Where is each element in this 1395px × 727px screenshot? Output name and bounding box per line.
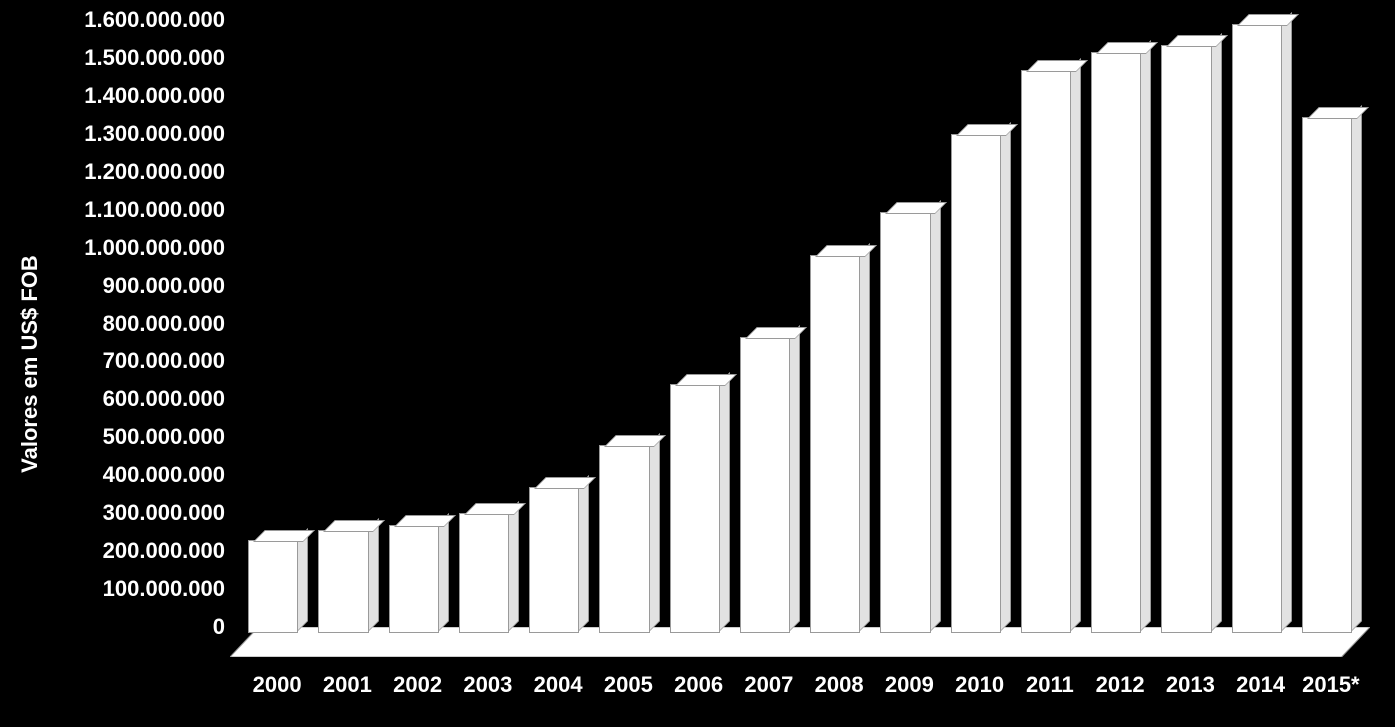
bar bbox=[740, 339, 798, 633]
y-tick-label: 0 bbox=[213, 614, 225, 640]
bar-front-face bbox=[459, 513, 509, 633]
bar-slot bbox=[951, 20, 1009, 627]
bar bbox=[459, 515, 517, 633]
bar bbox=[1021, 72, 1079, 633]
plot-area bbox=[230, 20, 1370, 657]
y-axis-ticks: 0 100.000.000 200.000.000 300.000.000 400.00… bbox=[55, 20, 225, 657]
y-tick-label: 200.000.000 bbox=[103, 538, 225, 564]
bar-front-face bbox=[599, 445, 649, 633]
bar-slot bbox=[810, 20, 868, 627]
bar-slot bbox=[880, 20, 938, 627]
bar-front-face bbox=[389, 525, 439, 633]
bar-front-face bbox=[1161, 45, 1211, 633]
bar bbox=[951, 136, 1009, 633]
bar bbox=[318, 532, 376, 633]
x-tick-label: 2011 bbox=[1021, 672, 1079, 712]
x-tick-label: 2012 bbox=[1091, 672, 1149, 712]
y-axis-title: Valores em US$ FOB bbox=[17, 255, 43, 473]
y-tick-label: 600.000.000 bbox=[103, 386, 225, 412]
x-tick-label: 2007 bbox=[740, 672, 798, 712]
bar bbox=[1161, 47, 1219, 633]
bar bbox=[670, 386, 728, 633]
bar-front-face bbox=[1232, 24, 1282, 633]
bar-slot bbox=[1232, 20, 1290, 627]
bar-slot bbox=[599, 20, 657, 627]
bar-front-face bbox=[810, 255, 860, 633]
y-tick-label: 400.000.000 bbox=[103, 462, 225, 488]
x-axis-labels: 2000 2001 2002 2003 2004 2005 2006 2007 2008 2009… bbox=[248, 672, 1360, 712]
bar bbox=[880, 214, 938, 633]
bar bbox=[1302, 119, 1360, 633]
bar-front-face bbox=[318, 530, 368, 633]
bar-slot bbox=[1021, 20, 1079, 627]
y-tick-label: 1.400.000.000 bbox=[84, 83, 225, 109]
x-tick-label: 2015* bbox=[1302, 672, 1360, 712]
bar bbox=[810, 257, 868, 633]
bar bbox=[529, 489, 587, 633]
y-tick-label: 100.000.000 bbox=[103, 576, 225, 602]
y-tick-label: 1.000.000.000 bbox=[84, 235, 225, 261]
bar-slot bbox=[389, 20, 447, 627]
bar bbox=[389, 527, 447, 633]
bar-front-face bbox=[1302, 117, 1352, 633]
x-tick-label: 2010 bbox=[951, 672, 1009, 712]
y-tick-label: 1.600.000.000 bbox=[84, 7, 225, 33]
bar-front-face bbox=[670, 384, 720, 633]
y-tick-label: 1.200.000.000 bbox=[84, 159, 225, 185]
y-tick-label: 1.500.000.000 bbox=[84, 45, 225, 71]
bar bbox=[248, 542, 306, 633]
x-tick-label: 2004 bbox=[529, 672, 587, 712]
x-tick-label: 2003 bbox=[459, 672, 517, 712]
x-tick-label: 2009 bbox=[880, 672, 938, 712]
bar-slot bbox=[670, 20, 728, 627]
y-tick-label: 1.100.000.000 bbox=[84, 197, 225, 223]
bar-front-face bbox=[951, 134, 1001, 633]
bar-slot bbox=[529, 20, 587, 627]
y-tick-label: 1.300.000.000 bbox=[84, 121, 225, 147]
bar-slot bbox=[740, 20, 798, 627]
bars-container bbox=[248, 20, 1360, 627]
x-tick-label: 2006 bbox=[670, 672, 728, 712]
x-tick-label: 2000 bbox=[248, 672, 306, 712]
bar-slot bbox=[318, 20, 376, 627]
bar-slot bbox=[1161, 20, 1219, 627]
x-tick-label: 2014 bbox=[1232, 672, 1290, 712]
y-tick-label: 800.000.000 bbox=[103, 311, 225, 337]
bar-slot bbox=[1091, 20, 1149, 627]
y-tick-label: 300.000.000 bbox=[103, 500, 225, 526]
bar-front-face bbox=[529, 487, 579, 633]
bar bbox=[1232, 26, 1290, 633]
x-tick-label: 2005 bbox=[599, 672, 657, 712]
bar bbox=[599, 447, 657, 633]
bar-front-face bbox=[1091, 52, 1141, 633]
y-tick-label: 500.000.000 bbox=[103, 424, 225, 450]
bar-slot bbox=[1302, 20, 1360, 627]
bar bbox=[1091, 54, 1149, 633]
x-tick-label: 2008 bbox=[810, 672, 868, 712]
x-tick-label: 2002 bbox=[389, 672, 447, 712]
bar-front-face bbox=[740, 337, 790, 633]
y-tick-label: 900.000.000 bbox=[103, 273, 225, 299]
bar-front-face bbox=[1021, 70, 1071, 633]
bar-slot bbox=[459, 20, 517, 627]
y-tick-label: 700.000.000 bbox=[103, 348, 225, 374]
bar-front-face bbox=[248, 540, 298, 633]
bar-chart-3d: Valores em US$ FOB 0 100.000.000 200.000.0… bbox=[0, 0, 1395, 727]
x-tick-label: 2001 bbox=[318, 672, 376, 712]
bar-slot bbox=[248, 20, 306, 627]
bar-front-face bbox=[880, 212, 930, 633]
x-tick-label: 2013 bbox=[1161, 672, 1219, 712]
